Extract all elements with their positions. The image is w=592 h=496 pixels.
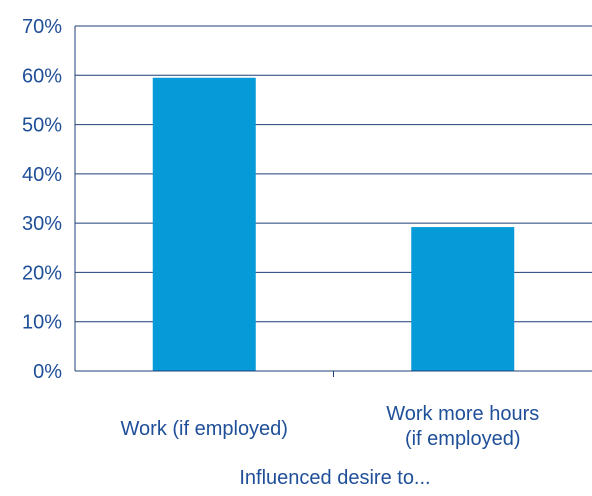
x-axis-title: Influenced desire to... xyxy=(239,467,430,489)
bars xyxy=(152,77,515,371)
x-tick-labels: Work (if employed) Work more hours (if emp… xyxy=(121,403,540,450)
y-tick-label: 60% xyxy=(22,65,62,87)
bar xyxy=(152,77,256,371)
x-tick-label-line: (if employed) xyxy=(405,428,521,450)
x-tick-label: Work (if employed) xyxy=(121,418,288,440)
y-tick-labels: 0% 10% 20% 30% 40% 50% 60% 70% xyxy=(22,16,62,383)
y-tick-label: 20% xyxy=(22,262,62,284)
y-tick-label: 50% xyxy=(22,115,62,137)
x-tick-label-line: Work (if employed) xyxy=(121,418,288,440)
bar xyxy=(411,227,515,371)
y-tick-label: 70% xyxy=(22,16,62,38)
y-tick-label: 10% xyxy=(22,312,62,334)
x-tick-label: Work more hours (if employed) xyxy=(386,403,539,450)
gridlines xyxy=(75,25,592,323)
axes xyxy=(74,26,592,377)
y-tick-label: 30% xyxy=(22,213,62,235)
y-tick-label: 0% xyxy=(33,361,62,383)
y-tick-label: 40% xyxy=(22,164,62,186)
x-tick-label-line: Work more hours xyxy=(386,403,539,425)
